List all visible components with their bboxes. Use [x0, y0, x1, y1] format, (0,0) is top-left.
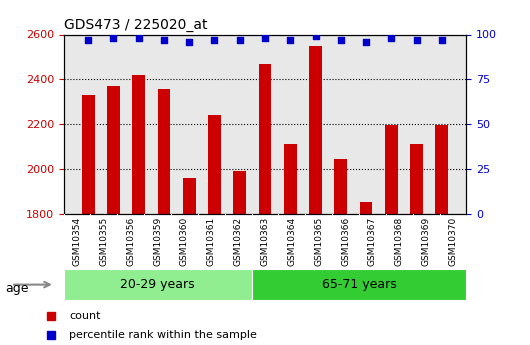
- Bar: [183, 178, 196, 214]
- Bar: [132, 75, 145, 214]
- Bar: [233, 171, 246, 214]
- Text: GSM10366: GSM10366: [341, 217, 350, 266]
- Text: 20-29 years: 20-29 years: [120, 278, 195, 291]
- Bar: [208, 115, 221, 214]
- Point: [362, 39, 370, 45]
- Bar: [309, 46, 322, 214]
- Point: [109, 35, 118, 41]
- Point: [387, 35, 395, 41]
- Point: [412, 37, 421, 43]
- Bar: [107, 86, 120, 214]
- Point: [210, 37, 219, 43]
- Point: [185, 39, 193, 45]
- Point: [286, 37, 295, 43]
- Text: GSM10367: GSM10367: [368, 217, 377, 266]
- Bar: [436, 125, 448, 214]
- Bar: [82, 95, 94, 214]
- Text: GSM10362: GSM10362: [234, 217, 243, 266]
- Text: GSM10359: GSM10359: [153, 217, 162, 266]
- Text: count: count: [69, 311, 101, 321]
- Text: GSM10364: GSM10364: [287, 217, 296, 266]
- Point: [337, 37, 345, 43]
- Text: percentile rank within the sample: percentile rank within the sample: [69, 330, 257, 339]
- Bar: [259, 64, 271, 214]
- Point: [160, 37, 168, 43]
- Text: GDS473 / 225020_at: GDS473 / 225020_at: [64, 18, 207, 32]
- Text: GSM10356: GSM10356: [126, 217, 135, 266]
- Text: GSM10361: GSM10361: [207, 217, 216, 266]
- Point: [235, 37, 244, 43]
- Text: GSM10370: GSM10370: [448, 217, 457, 266]
- Bar: [252, 269, 466, 300]
- Bar: [157, 89, 170, 214]
- Bar: [64, 269, 252, 300]
- Text: age: age: [5, 282, 29, 295]
- Text: GSM10365: GSM10365: [314, 217, 323, 266]
- Bar: [284, 145, 297, 214]
- Point: [311, 33, 320, 39]
- Point: [84, 37, 92, 43]
- Point: [135, 35, 143, 41]
- Text: GSM10368: GSM10368: [395, 217, 404, 266]
- Text: GSM10360: GSM10360: [180, 217, 189, 266]
- Text: 65-71 years: 65-71 years: [322, 278, 396, 291]
- Point: [261, 35, 269, 41]
- Bar: [385, 125, 398, 214]
- Point: [438, 37, 446, 43]
- Text: GSM10354: GSM10354: [73, 217, 82, 266]
- Bar: [360, 201, 373, 214]
- Bar: [334, 159, 347, 214]
- Text: GSM10363: GSM10363: [261, 217, 269, 266]
- Text: GSM10369: GSM10369: [422, 217, 430, 266]
- Text: GSM10355: GSM10355: [100, 217, 108, 266]
- Bar: [410, 145, 423, 214]
